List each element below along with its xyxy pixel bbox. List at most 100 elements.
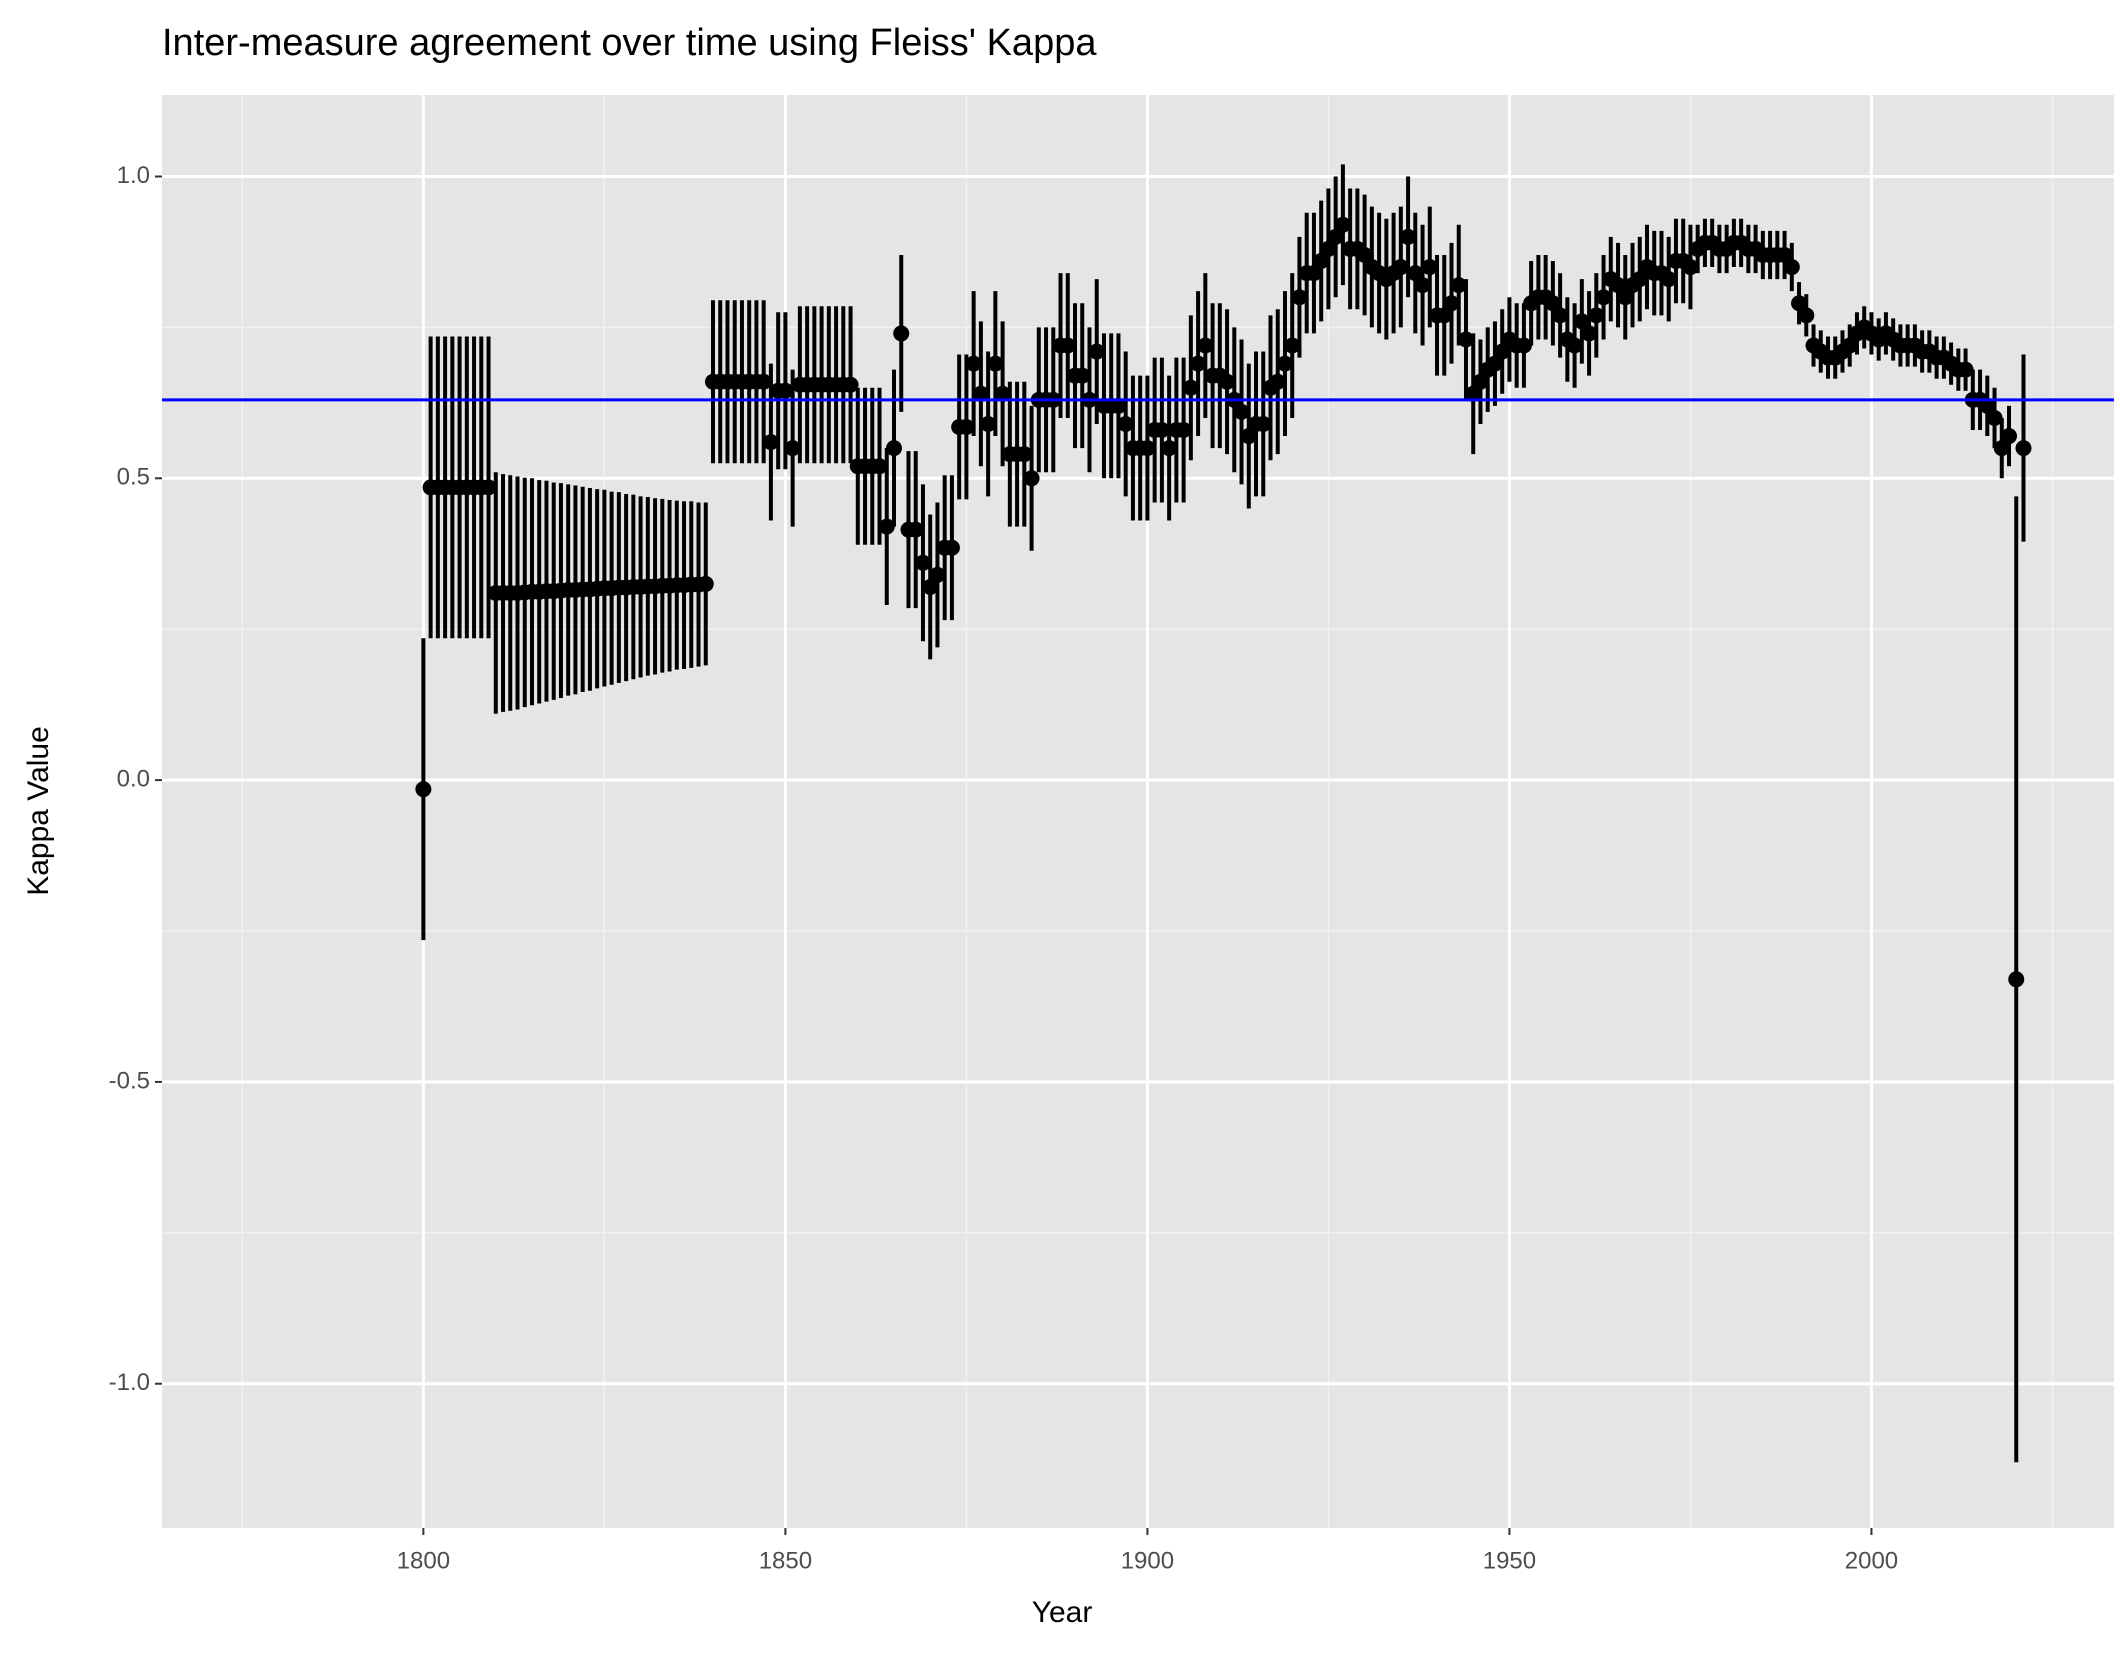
point xyxy=(2001,428,2018,445)
point xyxy=(893,325,910,342)
x-tick-label: 1950 xyxy=(1483,1547,1536,1574)
point xyxy=(1581,325,1598,342)
y-tick-label: 0.0 xyxy=(117,765,150,792)
point xyxy=(1457,331,1474,348)
y-tick-label: -0.5 xyxy=(109,1067,150,1094)
point xyxy=(1443,295,1460,312)
point xyxy=(1450,277,1467,294)
point xyxy=(987,355,1004,372)
point xyxy=(1074,367,1091,384)
point xyxy=(1552,307,1569,324)
point xyxy=(1631,271,1648,288)
point xyxy=(1486,355,1503,372)
point xyxy=(1305,265,1322,282)
point xyxy=(1327,228,1344,245)
point xyxy=(1313,252,1330,269)
point xyxy=(2015,440,2032,457)
y-tick-label: 0.5 xyxy=(117,464,150,491)
point xyxy=(1219,373,1236,390)
point xyxy=(1993,440,2010,457)
x-axis-title: Year xyxy=(1032,1596,1093,1629)
point xyxy=(1407,265,1424,282)
point xyxy=(1276,355,1293,372)
point xyxy=(1414,277,1431,294)
point xyxy=(1240,428,1257,445)
point xyxy=(1682,259,1699,276)
point xyxy=(1016,446,1033,463)
point xyxy=(1392,259,1409,276)
point xyxy=(1798,307,1815,324)
x-tick-label: 1850 xyxy=(759,1547,812,1574)
point xyxy=(965,355,982,372)
point xyxy=(1841,337,1858,354)
point xyxy=(1617,289,1634,306)
point xyxy=(1421,259,1438,276)
x-tick-label: 1900 xyxy=(1121,1547,1174,1574)
point xyxy=(1791,295,1808,312)
point xyxy=(1957,361,1974,378)
point xyxy=(1197,337,1214,354)
point xyxy=(929,566,946,583)
point xyxy=(1320,240,1337,257)
point xyxy=(907,521,924,538)
x-tick-label: 2000 xyxy=(1845,1547,1898,1574)
plot-background xyxy=(162,95,2114,1528)
point xyxy=(1182,379,1199,396)
point xyxy=(1139,440,1156,457)
point xyxy=(1515,337,1532,354)
point xyxy=(1610,277,1627,294)
point xyxy=(980,415,997,432)
point xyxy=(994,385,1011,402)
y-tick-label: 1.0 xyxy=(117,162,150,189)
point xyxy=(1190,355,1207,372)
point xyxy=(1088,343,1105,360)
point xyxy=(1544,295,1561,312)
point xyxy=(1153,422,1170,439)
point xyxy=(1566,337,1583,354)
point xyxy=(1233,403,1250,420)
point xyxy=(480,479,497,496)
point xyxy=(784,440,801,457)
point xyxy=(1660,271,1677,288)
x-tick-label: 1800 xyxy=(397,1547,450,1574)
point xyxy=(914,554,931,571)
point xyxy=(972,385,989,402)
point xyxy=(697,575,714,592)
point xyxy=(1595,289,1612,306)
point xyxy=(922,578,939,595)
point xyxy=(1979,397,1996,414)
point xyxy=(1161,440,1178,457)
point xyxy=(1023,470,1040,487)
point xyxy=(1465,385,1482,402)
point xyxy=(1986,409,2003,426)
point xyxy=(871,458,888,475)
point xyxy=(415,781,432,798)
point xyxy=(1284,337,1301,354)
point xyxy=(1110,397,1127,414)
point xyxy=(1588,307,1605,324)
point xyxy=(1783,259,1800,276)
point xyxy=(762,434,779,451)
point xyxy=(958,418,975,435)
point xyxy=(1291,289,1308,306)
point xyxy=(755,373,772,390)
point xyxy=(943,539,960,556)
point xyxy=(1573,313,1590,330)
point xyxy=(842,376,859,393)
y-tick-label: -1.0 xyxy=(109,1369,150,1396)
point xyxy=(1776,246,1793,263)
point xyxy=(886,440,902,457)
point xyxy=(1436,307,1453,324)
point xyxy=(2008,971,2025,988)
point xyxy=(1494,343,1511,360)
point xyxy=(1472,373,1489,390)
point xyxy=(1269,373,1286,390)
chart-title: Inter-measure agreement over time using … xyxy=(162,22,1097,64)
y-axis-title: Kappa Value xyxy=(22,726,55,896)
point xyxy=(1334,216,1351,233)
point xyxy=(1255,415,1272,432)
point xyxy=(878,518,895,535)
point xyxy=(1175,422,1192,439)
point xyxy=(1117,415,1134,432)
